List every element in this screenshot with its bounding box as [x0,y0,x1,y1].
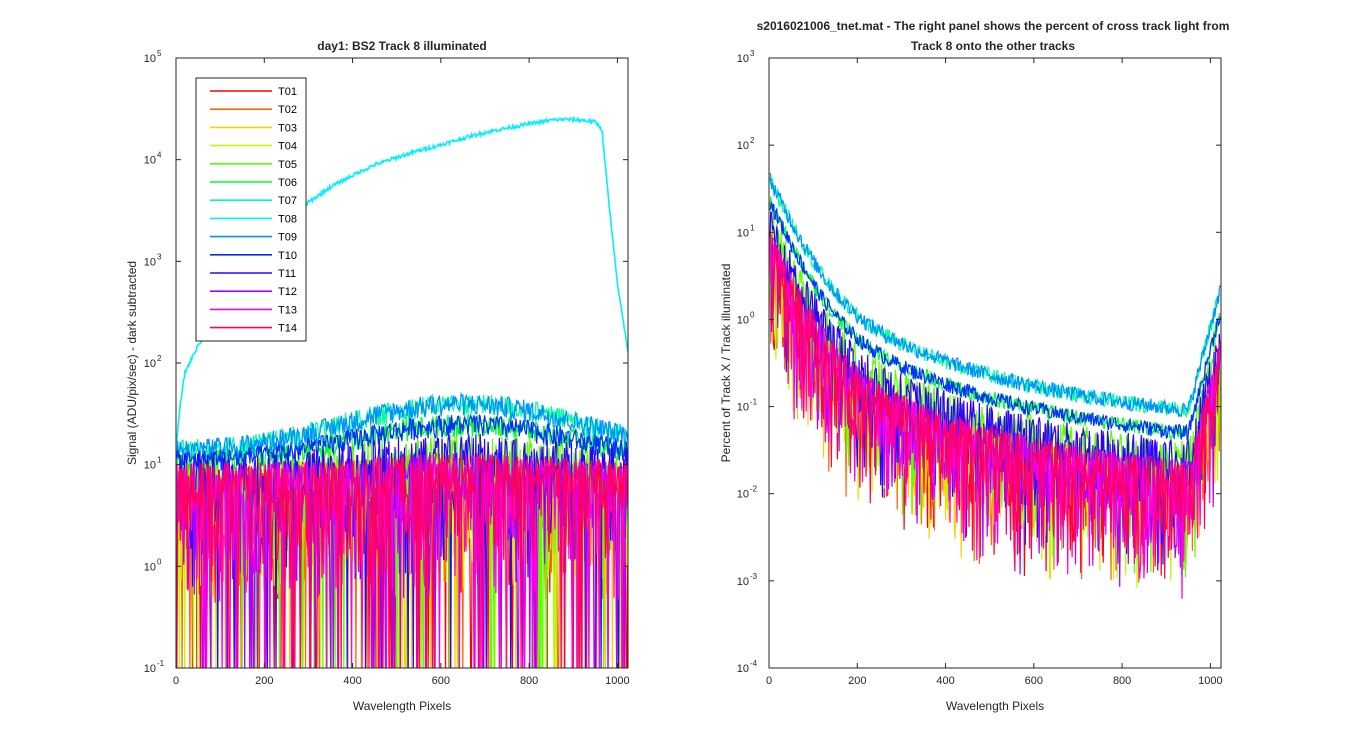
left-x-tick-label: 200 [255,675,273,687]
right-chart-title: s2016021006_tnet.mat - The right panel s… [757,19,1230,33]
legend-label: T12 [278,286,297,298]
left-chart-title: day1: BS2 Track 8 illuminated [317,39,486,53]
right-y-tick-exponent: 1 [750,223,755,232]
right-y-tick-exponent: -4 [750,659,758,668]
right-y-tick-label: 10 [737,140,749,152]
right-y-tick-label: 10 [737,314,749,326]
right-chart-panel: s2016021006_tnet.mat - The right panel s… [719,19,1229,713]
right-y-tick-exponent: -1 [750,398,758,407]
left-x-axis: 0 200 400 600 800 1000 [173,58,630,687]
right-x-tick-label: 0 [766,675,772,687]
left-y-tick-label: 10 [144,358,156,370]
left-y-tick-label: 10 [144,663,156,675]
right-y-tick-exponent: 2 [750,136,755,145]
left-y-axis-label: Signal (ADU/pix/sec) - dark subtracted [125,261,139,465]
right-y-tick-exponent: 3 [750,49,755,58]
left-y-tick-exponent: -1 [157,659,165,668]
right-series-line-T14 [769,230,1221,579]
left-x-tick-label: 1000 [605,675,629,687]
left-series-line-T14 [176,453,628,668]
right-x-tick-label: 1000 [1198,675,1222,687]
legend-label: T14 [278,323,297,335]
legend-label: T02 [278,104,297,116]
right-x-tick-label: 800 [1113,675,1131,687]
legend-label: T11 [278,268,296,280]
legend-label: T01 [278,86,297,98]
left-y-tick-label: 10 [144,53,156,65]
right-x-tick-label: 600 [1025,675,1043,687]
right-y-tick-label: 10 [737,576,749,588]
left-y-tick-exponent: 5 [157,49,162,58]
right-x-tick-label: 200 [848,675,866,687]
right-series-line-T10 [769,201,1221,441]
left-series-line-T10 [176,413,628,473]
legend-label: T04 [278,141,297,153]
right-axes-box [768,57,1222,669]
legend-label: T10 [278,250,297,262]
right-y-tick-label: 10 [737,53,749,65]
right-y-tick-label: 10 [737,227,749,239]
right-series-line-T09 [769,172,1221,418]
legend-label: T05 [278,159,297,171]
right-y-tick-label: 10 [737,489,749,501]
left-x-tick-label: 600 [432,675,450,687]
left-y-tick-label: 10 [144,155,156,167]
left-y-tick-label: 10 [144,256,156,268]
left-y-tick-label: 10 [144,561,156,573]
legend-label: T03 [278,122,297,134]
left-y-tick-exponent: 1 [157,456,162,465]
left-x-tick-label: 400 [343,675,361,687]
right-series-line-T05 [769,217,1221,578]
left-y-tick-exponent: 2 [157,354,162,363]
right-chart-subtitle: Track 8 onto the other tracks [911,39,1075,53]
legend-label: T06 [278,177,297,189]
left-x-tick-label: 800 [520,675,538,687]
left-x-tick-label: 0 [173,675,179,687]
right-y-tick-label: 10 [737,402,749,414]
left-legend: T01 T02 T03 T04 T05 T06 T07 T08 T09 T10 T11 T12 T13 T… [195,77,307,342]
legend-label: T08 [278,213,297,225]
right-plot-area [769,172,1221,599]
right-y-tick-exponent: -3 [750,572,758,581]
right-y-tick-exponent: 0 [750,310,755,319]
left-chart-panel: day1: BS2 Track 8 illuminated 0 200 400 600… [125,39,630,713]
right-x-axis-label: Wavelength Pixels [946,699,1044,713]
right-y-tick-label: 10 [737,663,749,675]
right-y-axis-label: Percent of Track X / Track illuminated [719,264,733,463]
right-x-axis: 0 200 400 600 800 1000 [766,58,1223,687]
legend-label: T07 [278,195,297,207]
right-x-tick-label: 400 [936,675,954,687]
legend-label: T13 [278,304,297,316]
left-y-tick-exponent: 0 [157,557,162,566]
left-y-tick-label: 10 [144,460,156,472]
left-y-tick-exponent: 3 [157,252,162,261]
legend-label: T09 [278,232,297,244]
left-series-line-T09 [176,391,628,460]
right-y-tick-exponent: -2 [750,485,758,494]
left-y-tick-exponent: 4 [157,151,162,160]
left-x-axis-label: Wavelength Pixels [353,699,451,713]
right-series-line-T07 [769,176,1221,419]
